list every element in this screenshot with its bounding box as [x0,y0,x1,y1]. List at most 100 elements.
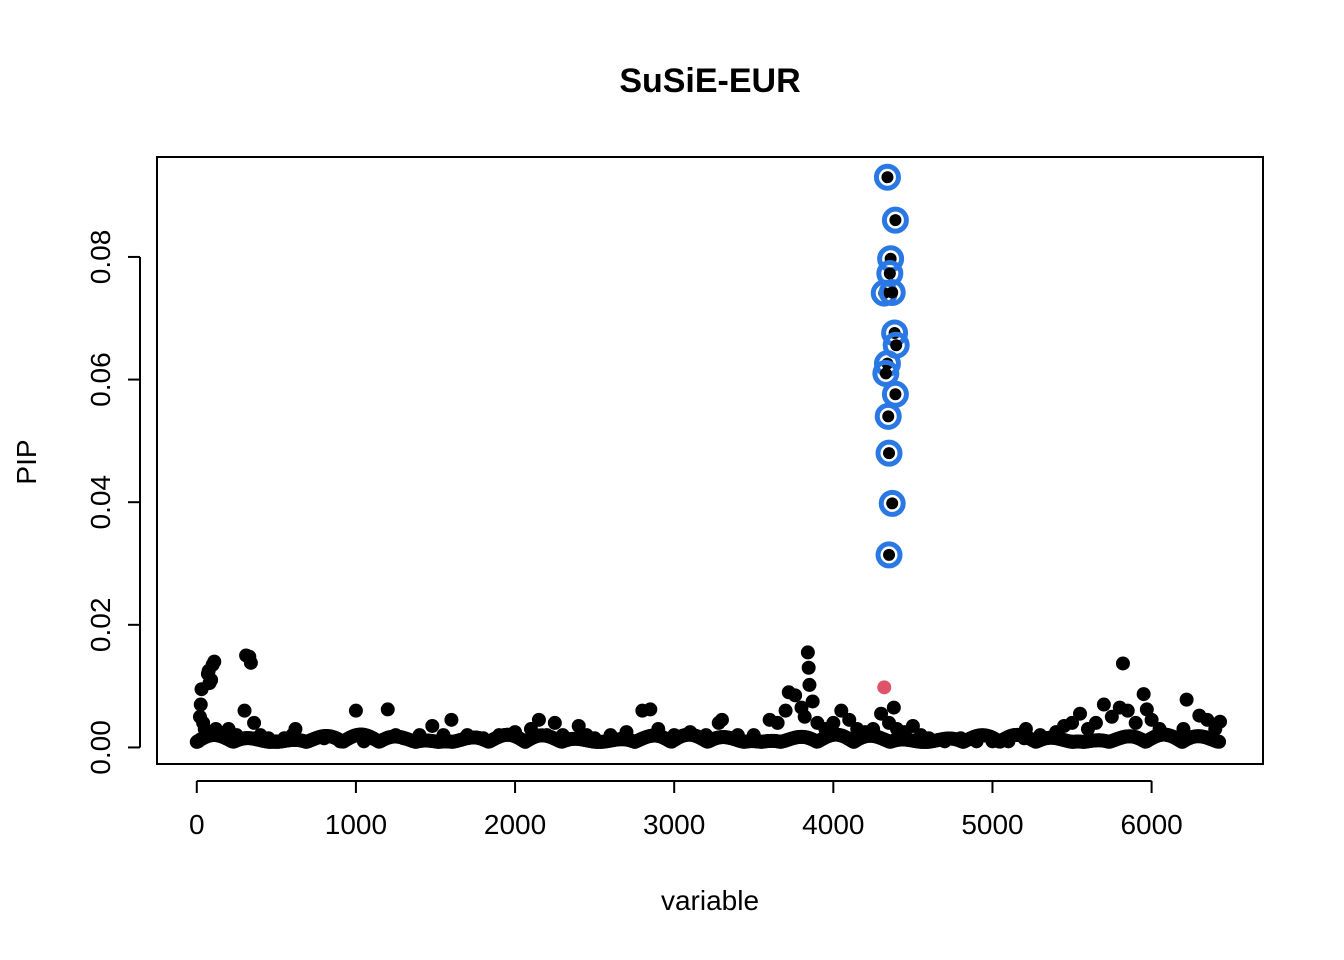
data-point [1120,703,1135,718]
data-point [826,715,841,730]
credible-set-ring [872,359,900,387]
data-point [1179,692,1194,707]
data-point [476,731,491,746]
data-point [969,734,984,749]
data-point [802,677,817,692]
data-point [643,702,658,717]
data-point [547,715,562,730]
data-point [364,731,379,746]
credible-set-point [886,497,899,510]
data-point [1212,734,1227,749]
data-point [288,722,303,737]
data-point [396,731,411,746]
data-point [842,712,857,727]
data-point [571,718,586,733]
y-axis: 0.00 0.02 0.04 0.06 0.08 [85,230,141,775]
data-point [770,715,785,730]
credible-set-ring [873,163,901,191]
data-point [801,660,816,675]
credible-set-ring [881,206,909,234]
data-point [788,688,803,703]
data-point [619,725,634,740]
credible-set-point [890,339,903,352]
data-point [1018,722,1033,737]
y-tick-label: 0.08 [85,230,116,285]
data-point [531,712,546,727]
credible-set-point [889,214,902,227]
x-tick-label: 4000 [802,809,864,840]
data-point [1001,734,1016,749]
data-point [683,725,698,740]
x-tick-label: 3000 [643,809,705,840]
data-point [444,712,459,727]
data-point [699,728,714,743]
data-point [247,715,262,730]
data-point [237,703,252,718]
y-tick-label: 0.00 [85,720,116,775]
data-point [800,645,815,660]
data-point [603,728,618,743]
data-point [905,718,920,733]
data-point [874,706,889,721]
credible-set-point [883,447,896,460]
credible-set-point [883,267,896,280]
data-point [730,728,745,743]
data-point [953,731,968,746]
y-axis-label: PIP [11,439,42,484]
data-point [555,728,570,743]
plot-frame [156,156,1264,765]
data-point [380,702,395,717]
y-tick-label: 0.06 [85,352,116,407]
data-point [1096,697,1111,712]
data-point [1139,702,1154,717]
data-point [1104,709,1119,724]
data-point [797,709,812,724]
data-point [1033,728,1048,743]
data-point [412,728,427,743]
data-point [243,655,258,670]
x-axis: 0 1000 2000 3000 4000 5000 6000 [189,780,1183,840]
data-point [492,728,507,743]
data-point [937,734,952,749]
data-point [301,734,316,749]
x-tick-label: 1000 [325,809,387,840]
data-point [523,722,538,737]
data-point [1088,715,1103,730]
data-point [1128,715,1143,730]
data-point [204,673,219,688]
data-point [1213,714,1228,729]
data-point [1200,712,1215,727]
highlight-point [877,680,892,695]
y-tick-label: 0.02 [85,598,116,653]
points-layer [189,163,1228,749]
credible-set-point [883,548,896,561]
credible-set-point [879,367,892,380]
data-point [508,725,523,740]
credible-set-point [886,286,899,299]
data-point [1065,715,1080,730]
data-point [778,703,793,718]
data-point [425,718,440,733]
credible-set-ring [875,439,903,467]
data-point [886,700,901,715]
data-point [1115,656,1130,671]
data-point [229,728,244,743]
data-point [866,722,881,737]
data-point [921,731,936,746]
data-point [207,654,222,669]
chart-title: SuSiE-EUR [619,62,800,100]
credible-set-ring [878,489,906,517]
data-point [651,722,666,737]
credible-set-ring [875,541,903,569]
data-point [1176,722,1191,737]
credible-set-point [889,388,902,401]
data-point [333,734,348,749]
data-point [805,694,820,709]
credible-set-ring [878,279,906,307]
x-axis-label: variable [661,885,759,916]
credible-set-point [881,171,894,184]
x-tick-label: 6000 [1120,809,1182,840]
data-point [1072,706,1087,721]
credible-set-point [882,410,895,423]
data-point [834,703,849,718]
